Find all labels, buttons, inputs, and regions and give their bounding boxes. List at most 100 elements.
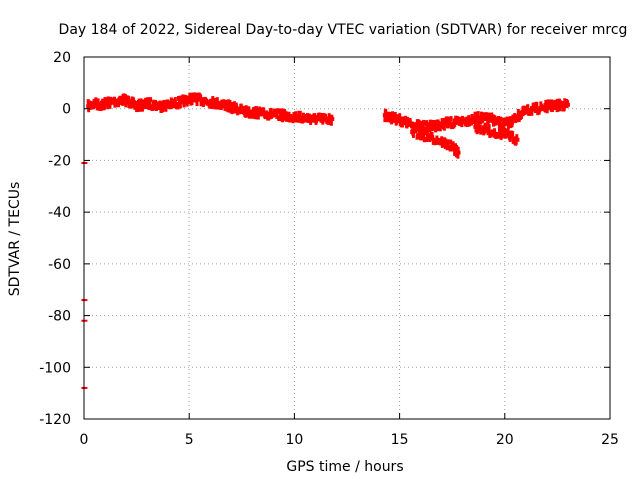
band-mark bbox=[285, 116, 289, 122]
band-mark bbox=[411, 132, 415, 138]
band-mark bbox=[396, 114, 400, 120]
band-mark bbox=[550, 99, 554, 105]
band-mark bbox=[449, 146, 453, 152]
series-sdtvar-afternoon-band bbox=[382, 98, 570, 134]
band-mark bbox=[497, 133, 501, 139]
band-mark bbox=[232, 101, 236, 107]
band-mark bbox=[456, 146, 460, 152]
data-point bbox=[456, 150, 461, 155]
band-mark bbox=[449, 116, 453, 122]
band-mark bbox=[200, 97, 204, 103]
band-mark bbox=[508, 116, 512, 122]
band-mark bbox=[93, 99, 97, 105]
x-tick-label: 10 bbox=[285, 432, 303, 448]
band-mark bbox=[498, 122, 502, 128]
band-mark bbox=[281, 117, 285, 123]
band-mark bbox=[190, 99, 194, 105]
band-mark bbox=[510, 133, 514, 139]
band-mark bbox=[310, 114, 314, 120]
band-mark bbox=[408, 117, 412, 123]
band-mark bbox=[487, 112, 491, 118]
band-mark bbox=[500, 117, 504, 123]
band-mark bbox=[108, 103, 112, 109]
x-tick-label: 20 bbox=[496, 432, 514, 448]
band-mark bbox=[324, 113, 328, 119]
band-mark bbox=[555, 103, 559, 109]
band-mark bbox=[383, 117, 387, 123]
band-mark bbox=[137, 98, 141, 104]
band-mark bbox=[210, 103, 214, 109]
band-mark bbox=[515, 117, 519, 123]
band-mark bbox=[531, 105, 535, 111]
band-mark bbox=[512, 136, 516, 142]
band-mark bbox=[448, 119, 452, 125]
band-mark bbox=[505, 132, 509, 138]
band-mark bbox=[100, 105, 104, 111]
band-mark bbox=[186, 99, 190, 105]
band-mark bbox=[192, 96, 196, 102]
band-mark bbox=[173, 100, 177, 106]
band-mark bbox=[244, 105, 248, 111]
band-mark bbox=[131, 97, 135, 103]
band-mark bbox=[289, 113, 293, 119]
band-mark bbox=[247, 106, 251, 112]
band-mark bbox=[153, 105, 157, 111]
y-axis-label: SDTVAR / TECUs bbox=[7, 182, 23, 297]
band-mark bbox=[423, 130, 427, 136]
band-mark bbox=[484, 112, 488, 118]
band-mark bbox=[456, 153, 460, 159]
data-point bbox=[178, 100, 183, 105]
band-mark bbox=[492, 121, 496, 127]
band-mark bbox=[419, 135, 423, 141]
band-mark bbox=[458, 116, 462, 122]
band-mark bbox=[543, 103, 547, 109]
band-mark bbox=[391, 111, 395, 117]
band-mark bbox=[530, 110, 534, 116]
band-mark bbox=[178, 103, 182, 109]
band-mark bbox=[493, 128, 497, 134]
band-mark bbox=[319, 112, 323, 118]
y-tick-label: 20 bbox=[53, 50, 71, 66]
band-mark bbox=[269, 107, 273, 113]
band-mark bbox=[426, 130, 430, 136]
band-mark bbox=[506, 124, 510, 130]
band-mark bbox=[433, 120, 437, 126]
band-mark bbox=[144, 97, 148, 103]
band-mark bbox=[445, 116, 449, 122]
chart-title: Day 184 of 2022, Sidereal Day-to-day VTE… bbox=[59, 22, 628, 38]
band-mark bbox=[103, 104, 107, 110]
band-mark bbox=[565, 100, 569, 106]
band-mark bbox=[441, 141, 445, 147]
data-points bbox=[81, 92, 570, 389]
band-mark bbox=[446, 123, 450, 129]
band-mark bbox=[561, 101, 565, 107]
band-mark bbox=[149, 97, 153, 103]
band-mark bbox=[294, 111, 298, 117]
band-mark bbox=[510, 119, 514, 125]
band-mark bbox=[254, 114, 258, 120]
band-mark bbox=[511, 131, 515, 137]
band-mark bbox=[476, 121, 480, 127]
band-mark bbox=[460, 122, 464, 128]
band-mark bbox=[473, 111, 477, 117]
band-mark bbox=[549, 102, 553, 108]
band-mark bbox=[124, 102, 128, 108]
band-mark bbox=[120, 96, 124, 102]
band-mark bbox=[177, 95, 181, 101]
y-tick-label: -80 bbox=[48, 309, 71, 325]
band-mark bbox=[478, 124, 482, 130]
band-mark bbox=[166, 99, 170, 105]
x-tick-label: 25 bbox=[601, 432, 619, 448]
band-mark bbox=[478, 115, 482, 121]
band-mark bbox=[129, 102, 133, 108]
series-sdtvar-lower-branch bbox=[410, 126, 461, 159]
band-mark bbox=[321, 119, 325, 125]
band-mark bbox=[157, 105, 161, 111]
band-mark bbox=[404, 115, 408, 121]
band-mark bbox=[327, 113, 331, 119]
band-mark bbox=[262, 107, 266, 113]
band-mark bbox=[126, 95, 130, 101]
band-mark bbox=[132, 99, 136, 105]
band-mark bbox=[444, 140, 448, 146]
band-mark bbox=[469, 120, 473, 126]
